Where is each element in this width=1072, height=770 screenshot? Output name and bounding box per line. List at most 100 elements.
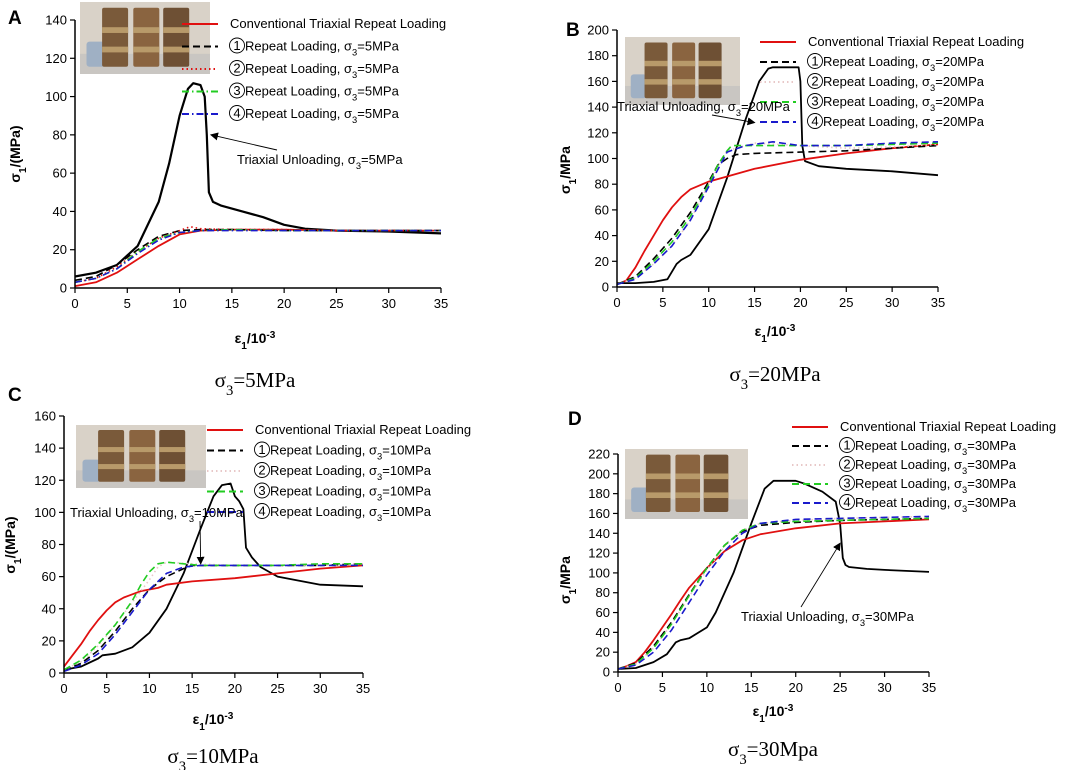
panel-caption: σ3=20MPa bbox=[729, 362, 821, 393]
photo-specimen bbox=[703, 454, 729, 512]
x-tick-label: 25 bbox=[270, 681, 284, 696]
legend-number: 4 bbox=[811, 114, 818, 129]
legend-number-circle bbox=[807, 73, 823, 89]
annotation-label: Triaxial Unloading, σ3=5MPa bbox=[237, 152, 403, 171]
legend-label: Repeat Loading, σ3=10MPa bbox=[270, 504, 432, 523]
y-tick-label: 200 bbox=[588, 466, 610, 481]
y-tick-label: 20 bbox=[596, 645, 610, 660]
x-tick-label: 5 bbox=[659, 680, 666, 695]
specimen-photo bbox=[625, 37, 740, 105]
legend-number-circle bbox=[254, 462, 270, 478]
annotation-label: Triaxial Unloading, σ3=20MPa bbox=[617, 99, 791, 118]
photo-specimen bbox=[675, 454, 701, 512]
legend-number-circle bbox=[839, 475, 855, 491]
annotation-label: Triaxial Unloading, σ3=10MPa bbox=[70, 505, 244, 524]
photo-specimen-band bbox=[645, 473, 671, 480]
panel-caption: σ3=5MPa bbox=[215, 368, 296, 399]
x-tick-label: 5 bbox=[103, 681, 110, 696]
panel-label: D bbox=[568, 409, 582, 430]
y-axis-label: σ1/(MPa) bbox=[7, 125, 29, 182]
y-tick-label: 180 bbox=[588, 486, 610, 501]
panel-d: D 0 5 10 15 20 25 30 35 0 20 40 60 80 100 120 140 160 180 2… bbox=[557, 409, 1056, 768]
annotation-arrow bbox=[209, 132, 278, 151]
y-tick-label: 80 bbox=[42, 537, 56, 552]
y-axis-label: σ1/MPa bbox=[557, 146, 579, 194]
legend-number-circle bbox=[254, 441, 270, 458]
photo-specimen bbox=[163, 7, 190, 67]
legend-number-circle bbox=[229, 60, 245, 76]
x-tick-label: 35 bbox=[356, 681, 370, 696]
panel-label: C bbox=[8, 385, 22, 406]
annotation-arrow bbox=[196, 520, 205, 565]
x-tick-label: 0 bbox=[614, 680, 621, 695]
photo-specimen-band bbox=[703, 492, 729, 498]
legend-number-circle bbox=[839, 437, 855, 453]
legend-label: Repeat Loading, σ3=20MPa bbox=[823, 54, 985, 73]
photo-specimen-band bbox=[102, 27, 129, 33]
x-tick-label: 25 bbox=[833, 680, 847, 695]
photo-specimen-band bbox=[98, 447, 125, 453]
photo-specimen-band bbox=[133, 27, 160, 33]
x-tick-label: 10 bbox=[701, 295, 715, 310]
x-tick-label: 10 bbox=[700, 680, 714, 695]
legend-label: Repeat Loading, σ3=30MPa bbox=[855, 495, 1017, 514]
y-tick-label: 140 bbox=[587, 100, 609, 115]
y-tick-label: 160 bbox=[587, 74, 609, 89]
x-tick-label: 30 bbox=[885, 295, 899, 310]
photo-specimen-band bbox=[675, 492, 701, 498]
series-line-2 bbox=[74, 228, 441, 282]
photo-fragments bbox=[82, 459, 101, 482]
y-tick-label: 60 bbox=[42, 569, 56, 584]
y-tick-label: 0 bbox=[602, 280, 609, 295]
y-tick-label: 160 bbox=[588, 506, 610, 521]
photo-specimen-band bbox=[672, 60, 696, 67]
legend-number: 2 bbox=[811, 74, 818, 89]
x-tick-label: 15 bbox=[744, 680, 758, 695]
legend-number: 1 bbox=[258, 442, 265, 457]
y-tick-label: 60 bbox=[596, 605, 610, 620]
legend: Conventional Triaxial Repeat Loading 1 Rep… bbox=[792, 419, 1056, 514]
y-tick-label: 60 bbox=[595, 202, 609, 217]
photo-specimen bbox=[698, 42, 722, 99]
photo-specimen bbox=[133, 7, 160, 67]
panel-caption: σ3=30Mpa bbox=[728, 737, 819, 768]
y-tick-label: 140 bbox=[34, 441, 56, 456]
legend-number-circle bbox=[254, 482, 270, 499]
photo-specimen-band bbox=[98, 464, 125, 470]
series-line-0 bbox=[63, 482, 364, 671]
legend-number-circle bbox=[807, 53, 823, 69]
specimen-photo bbox=[625, 449, 748, 519]
y-tick-label: 20 bbox=[42, 633, 56, 648]
legend-number: 1 bbox=[811, 54, 818, 69]
photo-specimen-band bbox=[698, 60, 722, 67]
x-tick-label: 15 bbox=[185, 681, 199, 696]
series-line-3 bbox=[617, 515, 930, 670]
legend: Conventional Triaxial Repeat Loading 1 Rep… bbox=[760, 34, 1024, 133]
legend-number: 3 bbox=[811, 94, 818, 109]
photo-specimen-band bbox=[129, 464, 156, 470]
y-axis-label: σ1/MPa bbox=[557, 556, 579, 604]
x-tick-label: 25 bbox=[839, 295, 853, 310]
panel-a: A 0 5 10 15 20 25 30 35 0 20 40 60 80 100 120 140 ε1/10-3… bbox=[7, 2, 448, 399]
y-tick-label: 120 bbox=[45, 51, 67, 66]
y-tick-label: 40 bbox=[42, 601, 56, 616]
y-tick-label: 140 bbox=[45, 13, 67, 28]
specimen-photo bbox=[76, 425, 206, 488]
y-tick-label: 40 bbox=[53, 204, 67, 219]
specimen-photo bbox=[80, 2, 210, 74]
photo-specimen-band bbox=[129, 447, 156, 453]
x-tick-label: 30 bbox=[381, 296, 395, 311]
photo-specimen bbox=[645, 454, 671, 512]
x-tick-label: 35 bbox=[434, 296, 448, 311]
y-axis-label: σ1/(MPa) bbox=[2, 516, 24, 573]
legend-number: 4 bbox=[258, 504, 265, 519]
photo-specimen-band bbox=[163, 46, 190, 53]
photo-specimen-band bbox=[159, 464, 186, 470]
x-tick-label: 0 bbox=[60, 681, 67, 696]
legend-number: 2 bbox=[843, 457, 850, 472]
legend-label: Conventional Triaxial Repeat Loading bbox=[230, 16, 446, 31]
y-tick-label: 40 bbox=[596, 625, 610, 640]
legend-label: Repeat Loading, σ3=10MPa bbox=[270, 484, 432, 503]
x-axis-label: ε1/10-3 bbox=[753, 703, 794, 725]
